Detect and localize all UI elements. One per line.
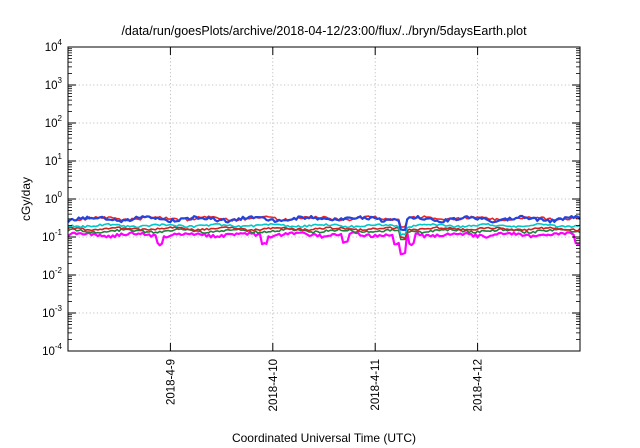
x-tick-label: 2018-4-12 <box>473 359 485 411</box>
y-tick-label: 101 <box>45 152 63 168</box>
y-tick-label: 10-1 <box>42 228 62 244</box>
y-tick-label: 102 <box>45 114 63 130</box>
y-tick-label: 10-4 <box>42 342 62 358</box>
x-tick-label: 2018-4-9 <box>165 359 177 405</box>
y-tick-label: 100 <box>45 190 63 206</box>
chart-title: /data/run/goesPlots/archive/2018-04-12/2… <box>121 24 527 38</box>
x-axis-label: Coordinated Universal Time (UTC) <box>232 431 416 445</box>
series-line-1 <box>67 231 581 256</box>
x-tick-label: 2018-4-10 <box>268 359 280 411</box>
series-line-6 <box>67 214 581 231</box>
series-line-3 <box>67 226 581 240</box>
x-tick-label: 2018-4-11 <box>370 359 382 411</box>
series-line-4 <box>67 222 581 236</box>
grid <box>68 47 580 351</box>
y-tick-label: 103 <box>45 76 63 92</box>
series-line-2 <box>67 227 581 241</box>
y-ticks: 104 103 102 101 100 10-1 10-2 10-3 10-4 <box>42 38 580 358</box>
y-tick-label: 10-2 <box>42 266 62 282</box>
y-tick-label: 104 <box>45 38 63 54</box>
x-ticks: 2018-4-9 2018-4-10 2018-4-11 2018-4-12 <box>165 47 485 411</box>
series-layer <box>67 214 581 256</box>
y-axis-label: cGy/day <box>19 177 33 221</box>
y-tick-label: 10-3 <box>42 304 62 320</box>
